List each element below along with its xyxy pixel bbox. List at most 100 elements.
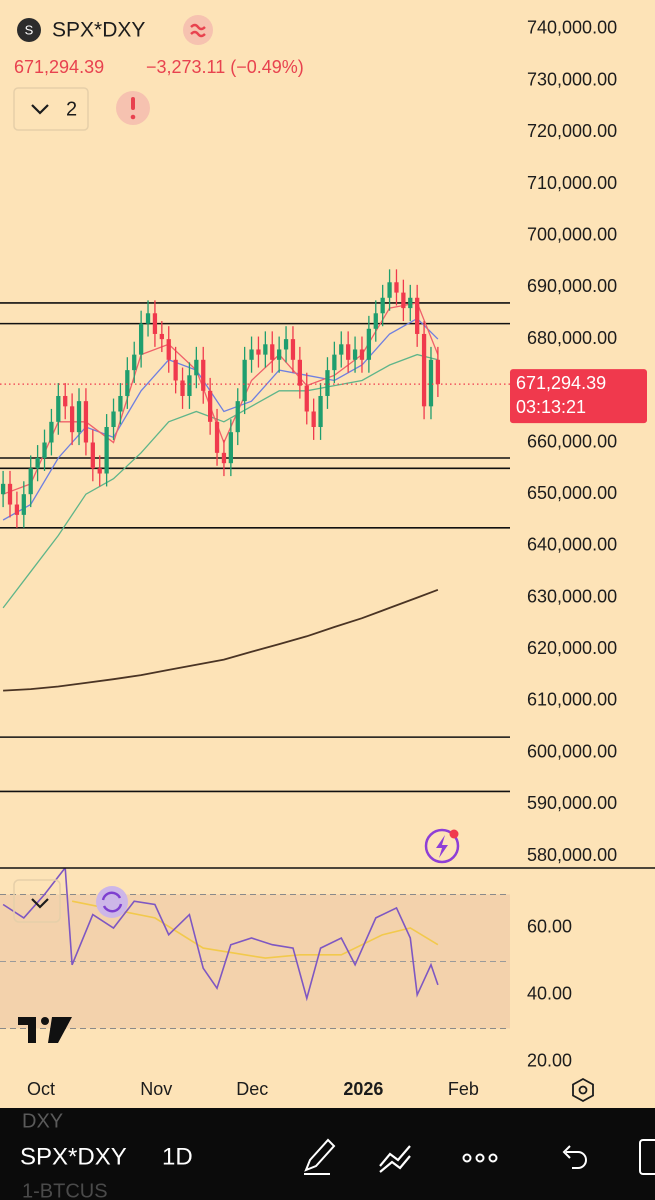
more-button[interactable] bbox=[462, 1153, 498, 1163]
logo-part bbox=[18, 1017, 36, 1043]
draw-button[interactable] bbox=[304, 1138, 336, 1175]
candle-body bbox=[7, 483, 13, 505]
y-tick-label: 590,000.00 bbox=[527, 793, 617, 813]
settings-button[interactable] bbox=[572, 1077, 594, 1103]
candle-body bbox=[42, 442, 47, 459]
candle-body bbox=[83, 401, 89, 443]
refresh-button[interactable] bbox=[96, 886, 128, 918]
candle-body bbox=[104, 426, 109, 474]
x-tick-label: Nov bbox=[140, 1079, 172, 1099]
price-change: −3,273.11 (−0.49%) bbox=[146, 57, 304, 77]
candle-body bbox=[290, 339, 296, 360]
candle-body bbox=[249, 349, 254, 360]
y-tick-label: 60.00 bbox=[527, 917, 572, 937]
alert-badge bbox=[449, 829, 459, 839]
candle-body bbox=[28, 468, 33, 495]
y-tick-label: 600,000.00 bbox=[527, 741, 617, 761]
candle-body bbox=[428, 359, 434, 407]
candle-body bbox=[415, 297, 420, 334]
candle-body bbox=[166, 339, 171, 360]
y-tick-label: 580,000.00 bbox=[527, 845, 617, 865]
chevron bbox=[31, 898, 49, 909]
candle-body bbox=[214, 421, 220, 453]
toolbar-symbol[interactable]: SPX*DXY bbox=[20, 1143, 127, 1170]
candle-body bbox=[304, 385, 309, 412]
candle-body bbox=[263, 344, 268, 355]
candle-body bbox=[366, 328, 372, 360]
candle-body bbox=[435, 359, 441, 385]
candle-body bbox=[332, 354, 337, 371]
candle-body bbox=[159, 333, 164, 340]
chevron bbox=[31, 104, 49, 115]
candle-body bbox=[325, 370, 330, 396]
x-tick-label: Dec bbox=[236, 1079, 268, 1099]
y-tick-label: 690,000.00 bbox=[527, 276, 617, 296]
moving-average bbox=[2, 317, 439, 521]
candle-body bbox=[180, 380, 185, 396]
y-tick-label: 40.00 bbox=[527, 984, 572, 1004]
candle-body bbox=[49, 421, 54, 443]
indicator-toggle[interactable] bbox=[13, 87, 89, 131]
y-tick-label: 630,000.00 bbox=[527, 586, 617, 606]
candle-body bbox=[21, 494, 26, 515]
warning-dot bbox=[130, 114, 136, 120]
candle-body bbox=[380, 297, 385, 314]
candle-body bbox=[283, 339, 289, 350]
candle-body bbox=[318, 395, 323, 427]
data-status-glyph bbox=[190, 23, 206, 38]
candle-body bbox=[235, 401, 240, 433]
candle-body bbox=[111, 411, 116, 427]
candle-body bbox=[387, 282, 392, 298]
header: S SPX*DXY 671,294.39 −3,273.11 (−0.49%) … bbox=[13, 15, 304, 131]
y-tick-label: 620,000.00 bbox=[527, 638, 617, 658]
candle-body bbox=[145, 313, 151, 324]
candle-body bbox=[118, 395, 123, 412]
candle-body bbox=[76, 401, 82, 433]
candle-body bbox=[277, 349, 282, 360]
candle-body bbox=[297, 359, 302, 386]
last-price-tag bbox=[510, 369, 647, 424]
settings-glyph bbox=[578, 1085, 588, 1095]
toolbar-interval[interactable]: 1D bbox=[162, 1143, 193, 1170]
candle-body bbox=[359, 349, 365, 360]
y-tick-label: 610,000.00 bbox=[527, 690, 617, 710]
moving-average bbox=[2, 353, 439, 609]
logo-part bbox=[41, 1017, 49, 1025]
dot bbox=[462, 1153, 472, 1163]
candle-body bbox=[35, 458, 40, 469]
candle-body bbox=[208, 390, 213, 422]
tradingview-logo bbox=[18, 1017, 72, 1043]
rsi-toggle[interactable] bbox=[13, 879, 61, 923]
y-tick-label: 660,000.00 bbox=[527, 431, 617, 451]
price-pane bbox=[0, 269, 510, 793]
y-tick-label: 730,000.00 bbox=[527, 69, 617, 89]
logo-part bbox=[48, 1017, 72, 1043]
candle-body bbox=[69, 406, 75, 433]
layout-button[interactable] bbox=[639, 1139, 655, 1175]
candle-body bbox=[14, 504, 20, 515]
indicator-button[interactable] bbox=[379, 1145, 411, 1173]
candle-body bbox=[256, 349, 261, 355]
last-price-label: 671,294.39 bbox=[516, 373, 606, 393]
alert-glyph bbox=[436, 835, 448, 858]
ghost-text: 1-BTCUS bbox=[22, 1180, 108, 1200]
symbol[interactable]: SPX*DXY bbox=[52, 19, 145, 42]
axes: 740,000.00 730,000.00 720,000.00 710,000.00… bbox=[27, 18, 647, 1099]
candle-body bbox=[152, 313, 158, 334]
refresh-glyph bbox=[101, 891, 123, 913]
candle-body bbox=[187, 375, 192, 396]
candle-body bbox=[0, 483, 6, 495]
rsi-pane bbox=[0, 868, 510, 1029]
candle-body bbox=[311, 411, 316, 427]
data-status-icon[interactable] bbox=[183, 15, 213, 45]
rsi-line bbox=[2, 868, 439, 1002]
candle-body bbox=[339, 344, 344, 355]
indicator-count: 2 bbox=[66, 98, 77, 120]
y-tick-label: 680,000.00 bbox=[527, 328, 617, 348]
undo-button[interactable] bbox=[562, 1145, 587, 1169]
candle-body bbox=[132, 354, 137, 371]
candle-body bbox=[63, 395, 68, 407]
symbol-icon-letter: S bbox=[25, 22, 34, 37]
candle-body bbox=[221, 452, 227, 464]
